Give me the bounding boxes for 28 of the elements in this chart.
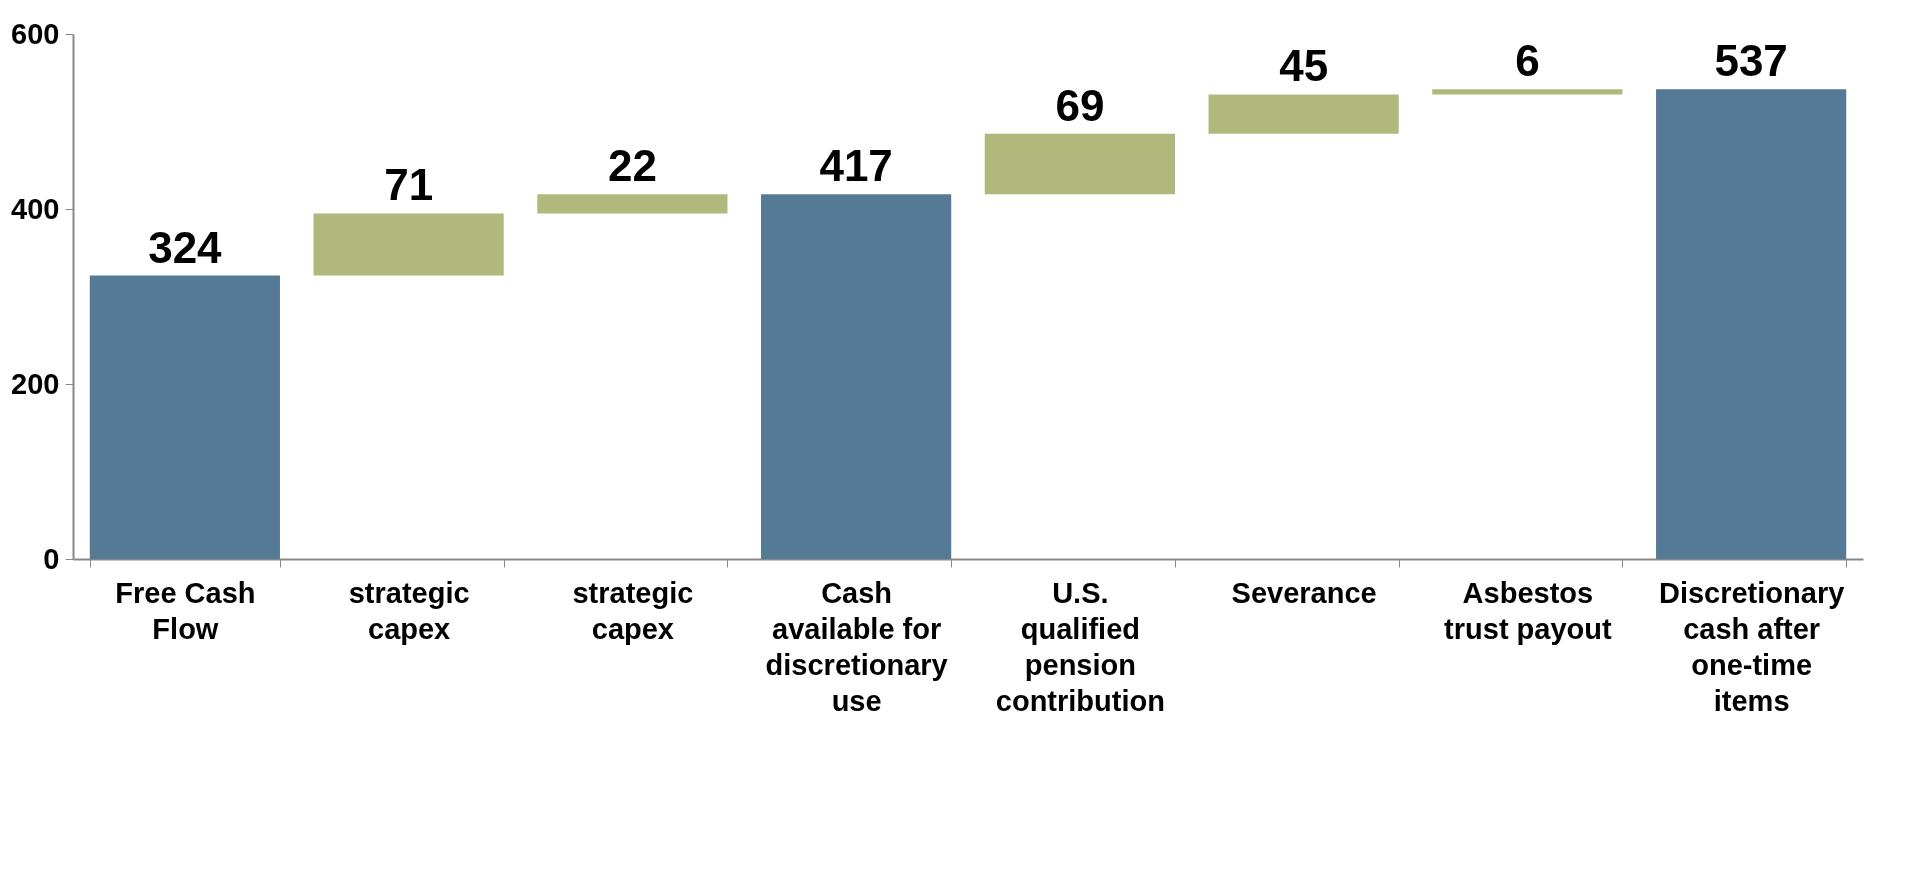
- x-tick-label: strategic capex: [572, 576, 694, 645]
- x-tick-label: Severance: [1231, 576, 1377, 609]
- y-tick-label: 400: [11, 192, 60, 225]
- bar: [89, 275, 280, 559]
- x-tick-label: strategic capex: [348, 576, 470, 645]
- bar: [984, 133, 1175, 195]
- data-label: 22: [607, 141, 657, 191]
- data-label: 45: [1279, 41, 1329, 91]
- data-label: 417: [819, 141, 893, 191]
- data-label: 69: [1055, 80, 1105, 130]
- y-tick-label: 200: [11, 367, 60, 400]
- x-tick-label: Free Cash Flow: [115, 576, 256, 645]
- bar: [761, 194, 952, 559]
- y-tick-label: 600: [11, 17, 60, 50]
- bar: [1432, 89, 1623, 95]
- x-tick-label: U.S. qualified pension contribution: [995, 576, 1165, 717]
- bar: [1656, 89, 1847, 559]
- data-label: 537: [1714, 36, 1788, 86]
- x-tick-label: Asbestos trust payout: [1444, 576, 1612, 645]
- data-label: 6: [1515, 36, 1540, 86]
- bar: [313, 213, 504, 276]
- x-tick-label: Discretionary cash after one-time items: [1658, 576, 1845, 717]
- data-label: 71: [384, 160, 434, 210]
- x-tick-label: Cash available for discretionary use: [765, 576, 948, 717]
- data-label: 324: [148, 222, 223, 272]
- y-tick-label: 0: [43, 542, 60, 575]
- bar: [537, 194, 728, 214]
- bar: [1208, 94, 1399, 134]
